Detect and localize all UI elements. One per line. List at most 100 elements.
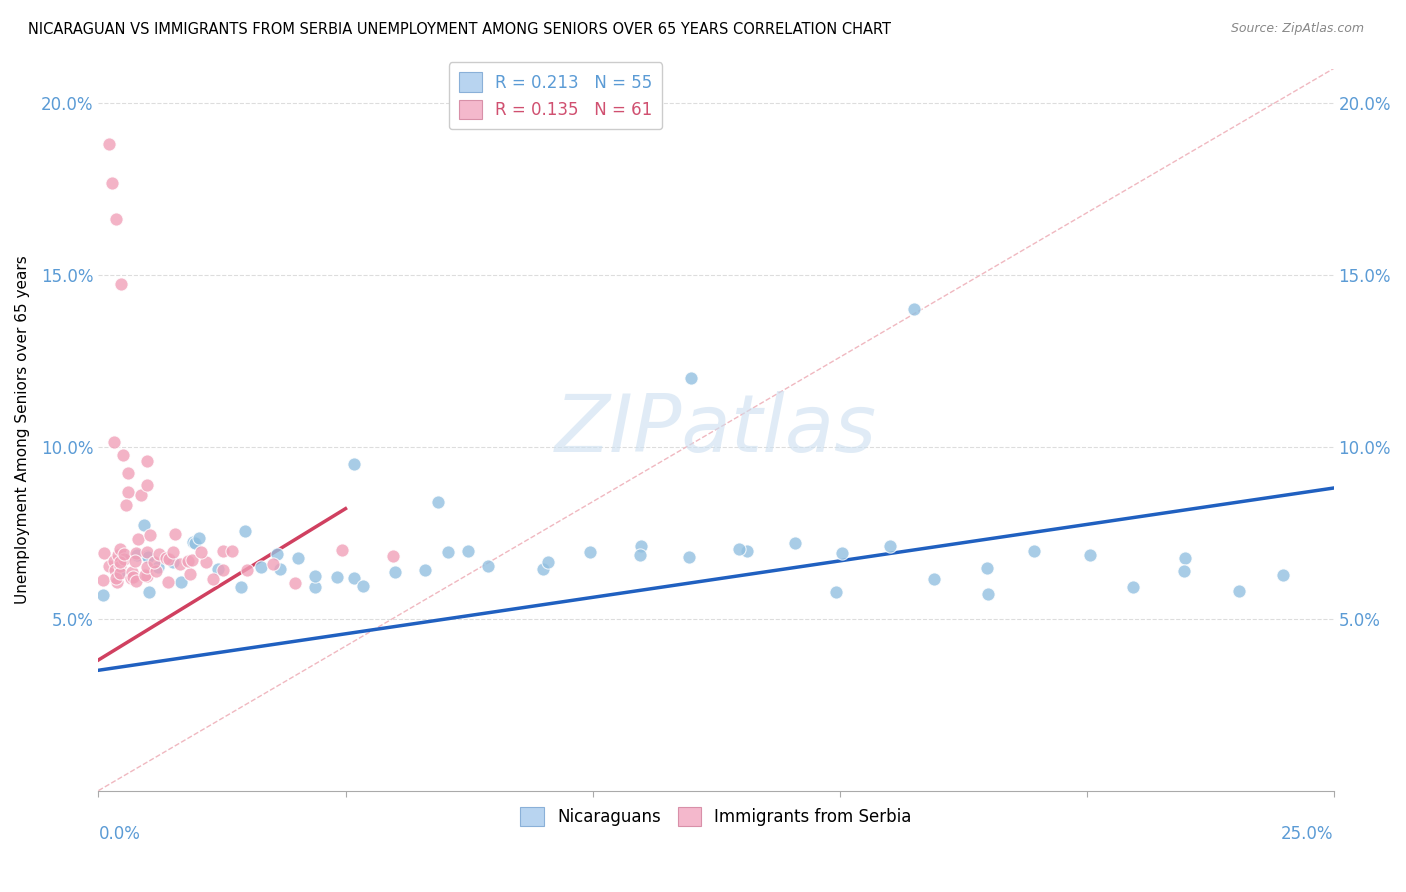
Point (630, 539, 652, 553)
Point (187, 531, 209, 545)
Point (201, 572, 224, 586)
Point (678, 550, 700, 565)
Point (124, 554, 146, 568)
Point (184, 535, 207, 549)
Point (136, 549, 159, 564)
Point (212, 563, 235, 577)
Point (165, 527, 187, 541)
Point (413, 563, 436, 577)
Point (183, 534, 205, 549)
Text: 25.0%: 25.0% (1281, 825, 1334, 843)
Point (194, 555, 217, 569)
Point (531, 562, 554, 576)
Point (236, 563, 259, 577)
Point (103, 435, 125, 450)
Point (143, 555, 166, 569)
Point (162, 545, 184, 559)
Point (101, 176, 124, 190)
Point (136, 560, 159, 574)
Point (108, 558, 131, 573)
Point (135, 569, 157, 583)
Point (287, 550, 309, 565)
Point (342, 571, 364, 585)
Point (111, 448, 134, 462)
Point (139, 528, 162, 542)
Y-axis label: Unemployment Among Seniors over 65 years: Unemployment Among Seniors over 65 years (15, 255, 30, 604)
Text: Source: ZipAtlas.com: Source: ZipAtlas.com (1230, 22, 1364, 36)
Point (352, 578, 374, 592)
Point (785, 536, 807, 550)
Point (304, 568, 326, 582)
Point (93, 588, 115, 602)
Point (1227, 583, 1250, 598)
Point (112, 552, 135, 566)
Point (266, 547, 288, 561)
Point (117, 466, 139, 480)
Point (728, 542, 751, 557)
Point (181, 553, 204, 567)
Legend: Nicaraguans, Immigrants from Serbia: Nicaraguans, Immigrants from Serbia (513, 800, 918, 833)
Point (179, 567, 201, 582)
Point (93, 573, 115, 587)
Point (110, 566, 132, 581)
Point (155, 551, 177, 566)
Point (103, 563, 125, 577)
Point (825, 585, 848, 599)
Text: 0.0%: 0.0% (98, 825, 141, 843)
Point (330, 543, 353, 558)
Point (269, 562, 291, 576)
Point (108, 566, 131, 580)
Point (681, 371, 703, 385)
Text: ZIPatlas: ZIPatlas (555, 391, 877, 468)
Point (325, 570, 347, 584)
Point (1173, 565, 1195, 579)
Point (105, 574, 128, 589)
Point (111, 549, 134, 563)
Point (737, 543, 759, 558)
Text: NICARAGUAN VS IMMIGRANTS FROM SERBIA UNEMPLOYMENT AMONG SENIORS OVER 65 YEARS CO: NICARAGUAN VS IMMIGRANTS FROM SERBIA UNE… (28, 22, 891, 37)
Point (221, 544, 243, 558)
Point (132, 517, 155, 532)
Point (136, 454, 159, 468)
Point (457, 543, 479, 558)
Point (129, 488, 152, 502)
Point (229, 581, 252, 595)
Point (97, 559, 120, 574)
Point (120, 571, 142, 585)
Point (477, 558, 499, 573)
Point (157, 551, 180, 566)
Point (107, 548, 129, 562)
Point (103, 554, 125, 568)
Point (170, 574, 193, 589)
Point (976, 561, 998, 575)
Point (879, 540, 901, 554)
Point (342, 457, 364, 471)
Point (134, 567, 156, 582)
Point (117, 484, 139, 499)
Point (628, 548, 651, 562)
Point (112, 547, 135, 561)
Point (104, 571, 127, 585)
Point (93, 546, 115, 560)
Point (145, 564, 167, 578)
Point (125, 546, 148, 560)
Point (162, 555, 184, 569)
Point (1078, 548, 1101, 562)
Point (104, 211, 127, 226)
Point (125, 574, 148, 588)
Point (212, 544, 235, 558)
Point (1174, 551, 1197, 566)
Point (110, 277, 132, 291)
Point (262, 557, 284, 571)
Point (97, 136, 120, 151)
Point (148, 547, 170, 561)
Point (1024, 543, 1046, 558)
Point (831, 546, 853, 560)
Point (249, 560, 271, 574)
Point (121, 565, 143, 579)
Point (122, 570, 145, 584)
Point (427, 495, 450, 509)
Point (1271, 568, 1294, 582)
Point (304, 580, 326, 594)
Point (108, 555, 131, 569)
